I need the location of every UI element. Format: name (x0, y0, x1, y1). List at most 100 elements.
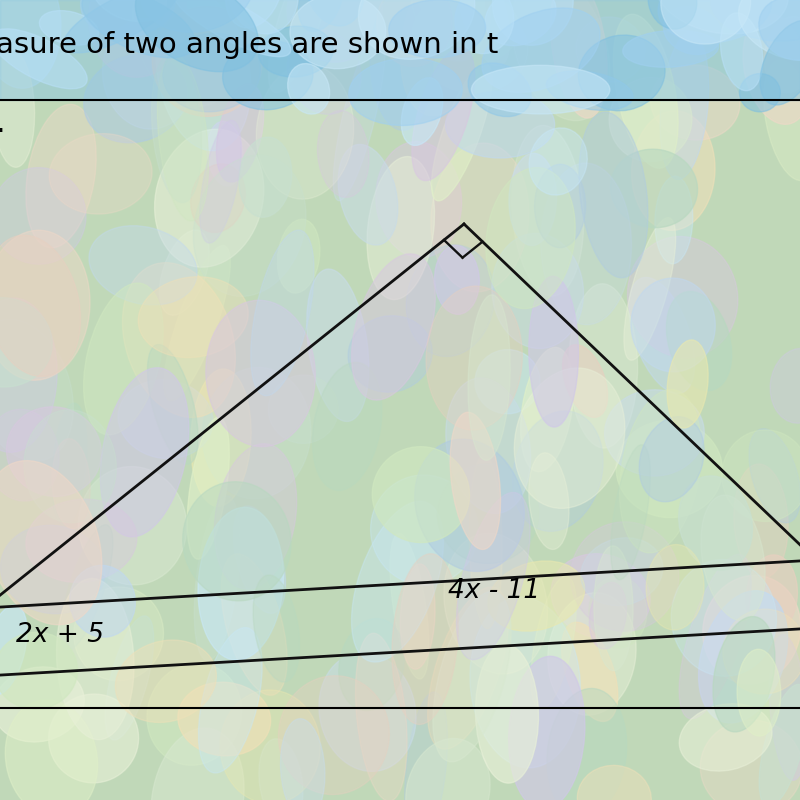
Ellipse shape (269, 0, 334, 93)
Ellipse shape (138, 277, 248, 358)
Ellipse shape (590, 582, 626, 649)
Ellipse shape (605, 390, 704, 476)
Ellipse shape (512, 0, 610, 121)
Ellipse shape (304, 0, 364, 26)
Ellipse shape (512, 126, 584, 296)
Ellipse shape (616, 421, 722, 518)
Ellipse shape (152, 6, 262, 117)
Ellipse shape (222, 554, 287, 695)
Ellipse shape (486, 167, 575, 309)
Ellipse shape (228, 0, 298, 34)
Ellipse shape (0, 461, 102, 625)
Ellipse shape (610, 445, 650, 580)
Ellipse shape (509, 656, 585, 800)
Ellipse shape (57, 578, 134, 740)
Ellipse shape (431, 63, 492, 201)
Ellipse shape (159, 230, 210, 315)
Ellipse shape (475, 644, 538, 783)
Ellipse shape (0, 298, 52, 387)
Ellipse shape (551, 554, 650, 638)
Ellipse shape (470, 454, 502, 629)
Ellipse shape (158, 54, 209, 221)
Ellipse shape (629, 278, 694, 394)
Ellipse shape (468, 295, 510, 460)
Ellipse shape (306, 269, 369, 422)
Ellipse shape (624, 218, 676, 360)
Ellipse shape (650, 65, 740, 140)
Ellipse shape (738, 0, 800, 60)
Ellipse shape (256, 65, 354, 199)
Ellipse shape (698, 590, 788, 723)
Ellipse shape (758, 0, 800, 60)
Ellipse shape (287, 0, 382, 62)
Ellipse shape (89, 0, 187, 78)
Ellipse shape (351, 502, 443, 662)
Ellipse shape (426, 286, 522, 430)
Ellipse shape (0, 235, 81, 377)
Ellipse shape (678, 476, 753, 570)
Ellipse shape (0, 410, 59, 501)
Ellipse shape (50, 134, 152, 214)
Text: 2x + 5: 2x + 5 (16, 622, 104, 648)
Ellipse shape (268, 375, 338, 443)
Ellipse shape (701, 495, 765, 621)
Ellipse shape (658, 0, 772, 42)
Ellipse shape (550, 0, 607, 118)
Ellipse shape (713, 617, 775, 732)
Ellipse shape (514, 368, 625, 508)
Ellipse shape (614, 14, 678, 168)
Ellipse shape (102, 18, 194, 129)
Ellipse shape (200, 121, 241, 243)
Ellipse shape (348, 316, 432, 392)
Ellipse shape (217, 84, 264, 182)
Ellipse shape (431, 143, 529, 292)
Ellipse shape (679, 554, 751, 718)
Ellipse shape (100, 368, 189, 537)
Ellipse shape (475, 350, 540, 414)
Ellipse shape (770, 634, 800, 780)
Ellipse shape (194, 155, 306, 297)
Ellipse shape (39, 10, 98, 45)
Ellipse shape (770, 348, 800, 423)
Ellipse shape (198, 507, 283, 660)
Ellipse shape (485, 0, 556, 46)
Ellipse shape (513, 411, 603, 531)
Ellipse shape (355, 633, 407, 800)
Ellipse shape (531, 576, 576, 709)
Ellipse shape (0, 298, 57, 452)
Ellipse shape (376, 142, 462, 258)
Ellipse shape (163, 34, 261, 112)
Ellipse shape (26, 104, 96, 248)
Ellipse shape (578, 766, 651, 800)
Ellipse shape (581, 538, 663, 606)
Ellipse shape (372, 446, 470, 542)
Ellipse shape (154, 130, 264, 267)
Ellipse shape (722, 430, 800, 522)
Ellipse shape (482, 8, 600, 92)
Ellipse shape (406, 738, 490, 800)
Ellipse shape (319, 653, 416, 771)
Ellipse shape (338, 618, 405, 710)
Ellipse shape (455, 0, 514, 54)
Ellipse shape (576, 17, 645, 82)
Ellipse shape (92, 0, 166, 22)
Ellipse shape (671, 559, 777, 676)
Ellipse shape (259, 738, 303, 800)
Ellipse shape (84, 54, 186, 142)
Ellipse shape (278, 676, 390, 794)
Ellipse shape (529, 453, 569, 550)
Ellipse shape (547, 689, 626, 800)
Ellipse shape (290, 0, 386, 69)
Ellipse shape (401, 0, 490, 116)
Ellipse shape (122, 262, 235, 418)
Ellipse shape (0, 605, 27, 695)
Ellipse shape (661, 0, 750, 44)
Ellipse shape (569, 284, 638, 448)
Ellipse shape (194, 496, 240, 661)
Ellipse shape (457, 493, 530, 660)
Ellipse shape (749, 429, 800, 522)
Ellipse shape (135, 0, 258, 72)
Ellipse shape (147, 663, 242, 766)
Ellipse shape (182, 482, 291, 601)
Ellipse shape (178, 682, 270, 756)
